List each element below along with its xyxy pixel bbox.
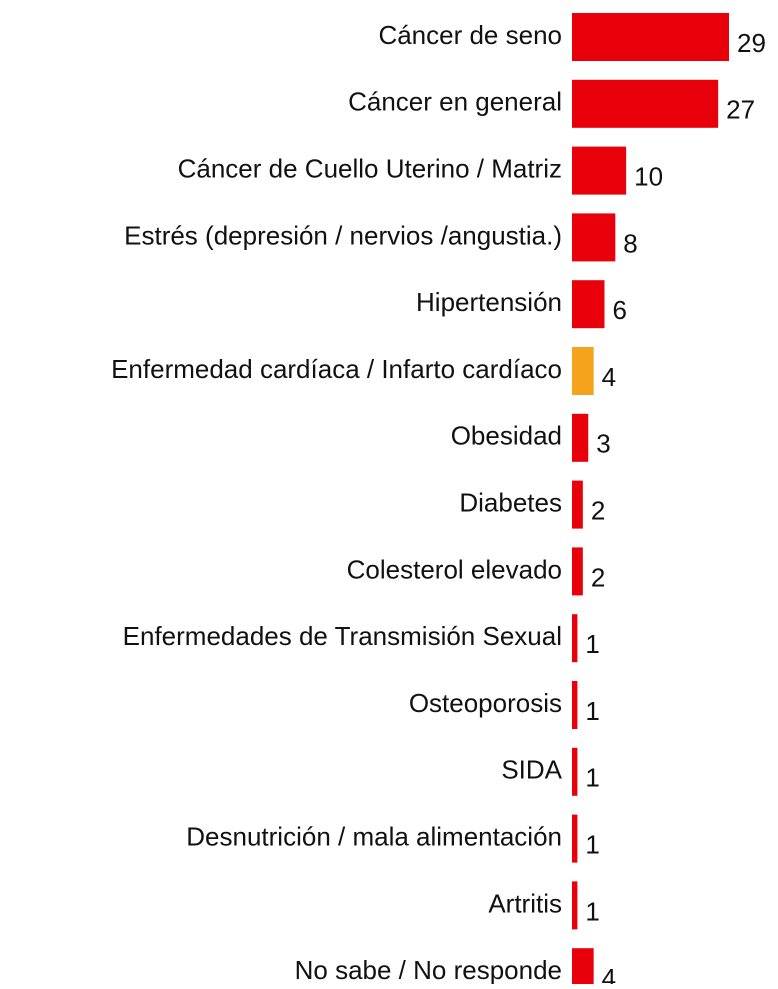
category-label: Desnutrición / mala alimentación <box>186 821 562 851</box>
value-label: 1 <box>585 896 599 926</box>
category-label: SIDA <box>501 755 562 785</box>
category-label: Cáncer de seno <box>378 20 562 50</box>
bar <box>572 948 594 989</box>
bar <box>572 547 583 596</box>
value-label: 2 <box>591 562 605 592</box>
category-label: Enfermedades de Transmisión Sexual <box>123 621 562 651</box>
category-label: Obesidad <box>451 421 562 451</box>
value-label: 29 <box>737 28 766 58</box>
category-label: Enfermedad cardíaca / Infarto cardíaco <box>111 354 562 384</box>
bar <box>572 146 627 195</box>
value-label: 1 <box>585 829 599 859</box>
category-label: Diabetes <box>459 487 562 517</box>
bar <box>572 213 616 262</box>
category-label: No sabe / No responde <box>295 955 562 984</box>
category-label: Estrés (depresión / nervios /angustia.) <box>124 220 562 250</box>
bar <box>572 881 578 930</box>
bar <box>572 413 589 462</box>
bar <box>572 13 729 61</box>
category-label: Hipertensión <box>416 287 562 317</box>
value-label: 8 <box>623 228 637 258</box>
bar <box>572 280 605 329</box>
bar <box>572 681 578 729</box>
category-label: Cáncer de Cuello Uterino / Matriz <box>178 153 562 183</box>
value-label: 4 <box>602 362 616 392</box>
value-label: 27 <box>726 95 755 125</box>
category-label: Colesterol elevado <box>347 554 562 584</box>
category-label: Artritis <box>488 888 562 918</box>
bar <box>572 814 578 863</box>
category-label: Cáncer en general <box>348 87 562 117</box>
value-label: 10 <box>634 161 663 191</box>
bar <box>572 747 578 796</box>
bar <box>572 347 594 395</box>
value-label: 6 <box>612 295 626 325</box>
value-label: 1 <box>585 763 599 793</box>
value-label: 1 <box>585 696 599 726</box>
bar <box>572 480 583 529</box>
bar <box>572 79 719 128</box>
value-label: 1 <box>585 629 599 659</box>
bar <box>572 614 578 663</box>
value-label: 4 <box>602 963 616 984</box>
value-label: 2 <box>591 495 605 525</box>
category-label: Osteoporosis <box>409 688 562 718</box>
value-label: 3 <box>596 429 610 459</box>
